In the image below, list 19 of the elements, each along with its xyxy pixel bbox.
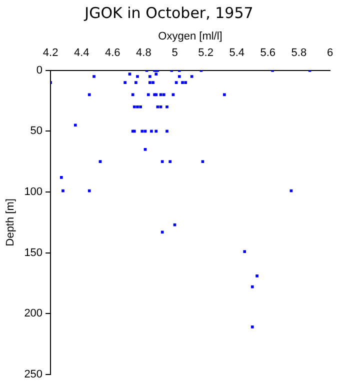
- y-axis-title: Depth [m]: [4, 198, 17, 246]
- x-tick-label: 4.8: [136, 46, 152, 59]
- x-axis-title: Oxygen [ml/l]: [158, 30, 222, 43]
- x-tick-label: 5.4: [229, 46, 244, 59]
- x-tick-label: 4.2: [42, 46, 58, 59]
- chart-title: JGOK in October, 1957: [82, 4, 254, 22]
- y-tick-label: 0: [36, 64, 43, 76]
- x-tick-label: 4.4: [74, 46, 90, 59]
- x-tick-label: 6: [326, 46, 334, 59]
- y-tick-label: 100: [24, 186, 43, 198]
- x-tick-label: 5.2: [198, 46, 214, 59]
- y-tick-label: 50: [30, 125, 43, 138]
- y-tick-label: 250: [24, 368, 43, 380]
- x-tick-label: 5.8: [291, 46, 307, 59]
- x-tick-label: 5.6: [260, 46, 276, 59]
- y-tick-label: 150: [24, 246, 43, 259]
- x-tick-label: 5: [172, 46, 178, 59]
- y-tick-label: 200: [24, 308, 43, 320]
- x-tick-label: 4.6: [105, 46, 120, 59]
